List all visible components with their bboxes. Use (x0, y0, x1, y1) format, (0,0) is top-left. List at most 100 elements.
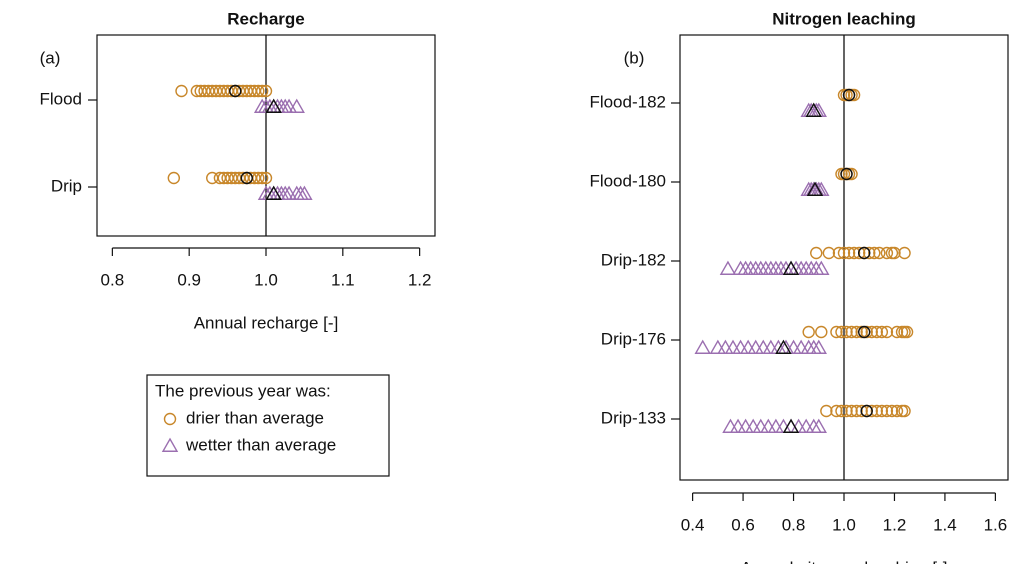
point (810, 418, 827, 433)
x-tick-label: 1.1 (331, 270, 355, 289)
point (835, 325, 848, 339)
point (762, 339, 780, 354)
mean-marker (782, 418, 800, 433)
point (900, 325, 914, 339)
point (822, 246, 836, 260)
point (888, 246, 901, 260)
point (880, 404, 894, 418)
point (744, 418, 762, 433)
point (865, 325, 878, 339)
point (847, 246, 861, 260)
point (175, 84, 188, 98)
point (898, 246, 911, 260)
point (880, 325, 894, 339)
legend-label: wetter than average (185, 435, 336, 454)
x-tick-label: 0.8 (101, 270, 125, 289)
point (739, 339, 757, 354)
point (837, 246, 851, 260)
panel-label: (b) (624, 48, 645, 67)
point (873, 246, 886, 260)
y-tick-label: Drip-182 (601, 250, 666, 269)
x-tick-label: 1.2 (883, 515, 907, 534)
y-tick-label: Flood-182 (589, 92, 666, 111)
point (259, 171, 273, 185)
point (845, 167, 858, 181)
mean-marker (842, 88, 856, 102)
point (845, 325, 858, 339)
point (797, 418, 815, 433)
point (898, 404, 911, 418)
point (747, 339, 764, 354)
y-tick-label: Drip-176 (601, 329, 666, 348)
point (724, 339, 742, 354)
point (732, 339, 749, 354)
point (252, 84, 265, 98)
point (805, 418, 822, 433)
point (840, 325, 853, 339)
legend-marker (161, 437, 179, 452)
legend-box (146, 374, 390, 477)
y-tick-label: Drip-133 (601, 408, 666, 427)
point (870, 325, 883, 339)
point (755, 339, 772, 354)
point (840, 404, 853, 418)
x-tick-label: 0.8 (782, 515, 806, 534)
mean-marker (805, 102, 822, 117)
x-tick-label: 1.0 (832, 515, 856, 534)
point (760, 418, 777, 433)
panel-label: (a) (40, 48, 61, 67)
point (802, 102, 820, 117)
mean-marker (775, 339, 792, 354)
point (777, 339, 795, 354)
point (782, 418, 800, 433)
point (259, 84, 273, 98)
point (885, 404, 899, 418)
point (875, 325, 889, 339)
point (870, 404, 883, 418)
point (790, 418, 807, 433)
x-tick-label: 1.6 (984, 515, 1008, 534)
y-tick-label: Drip (51, 176, 82, 195)
point (792, 339, 810, 354)
point (865, 404, 878, 418)
y-tick-label: Flood (39, 89, 82, 108)
point (752, 418, 769, 433)
point (709, 339, 727, 354)
point (805, 339, 822, 354)
point (868, 246, 881, 260)
point (898, 325, 911, 339)
x-tick-label: 0.4 (681, 515, 705, 534)
point (255, 171, 269, 185)
x-tick-label: 0.6 (731, 515, 755, 534)
mean-marker (857, 325, 871, 339)
point (842, 246, 856, 260)
mean-marker (229, 84, 242, 98)
point (830, 404, 843, 418)
point (810, 246, 823, 260)
mean-marker (782, 260, 800, 275)
point (855, 404, 868, 418)
point (875, 404, 889, 418)
y-tick-label: Flood-180 (589, 171, 666, 190)
mean-marker (240, 171, 253, 185)
point (694, 339, 711, 354)
point (830, 325, 843, 339)
x-tick-label: 1.2 (408, 270, 432, 289)
point (729, 418, 747, 433)
point (845, 404, 858, 418)
point (167, 171, 181, 185)
chart-title: Recharge (227, 9, 304, 28)
mean-marker (857, 246, 871, 260)
point (847, 88, 861, 102)
point (288, 98, 305, 113)
legend-title: The previous year was: (155, 381, 331, 400)
legend-label: drier than average (186, 408, 324, 427)
point (810, 339, 827, 354)
point (815, 325, 828, 339)
mean-marker (265, 185, 282, 200)
point (719, 260, 737, 275)
x-tick-label: 1.4 (933, 515, 957, 534)
x-tick-label: 0.9 (177, 270, 201, 289)
legend-marker (163, 412, 177, 426)
